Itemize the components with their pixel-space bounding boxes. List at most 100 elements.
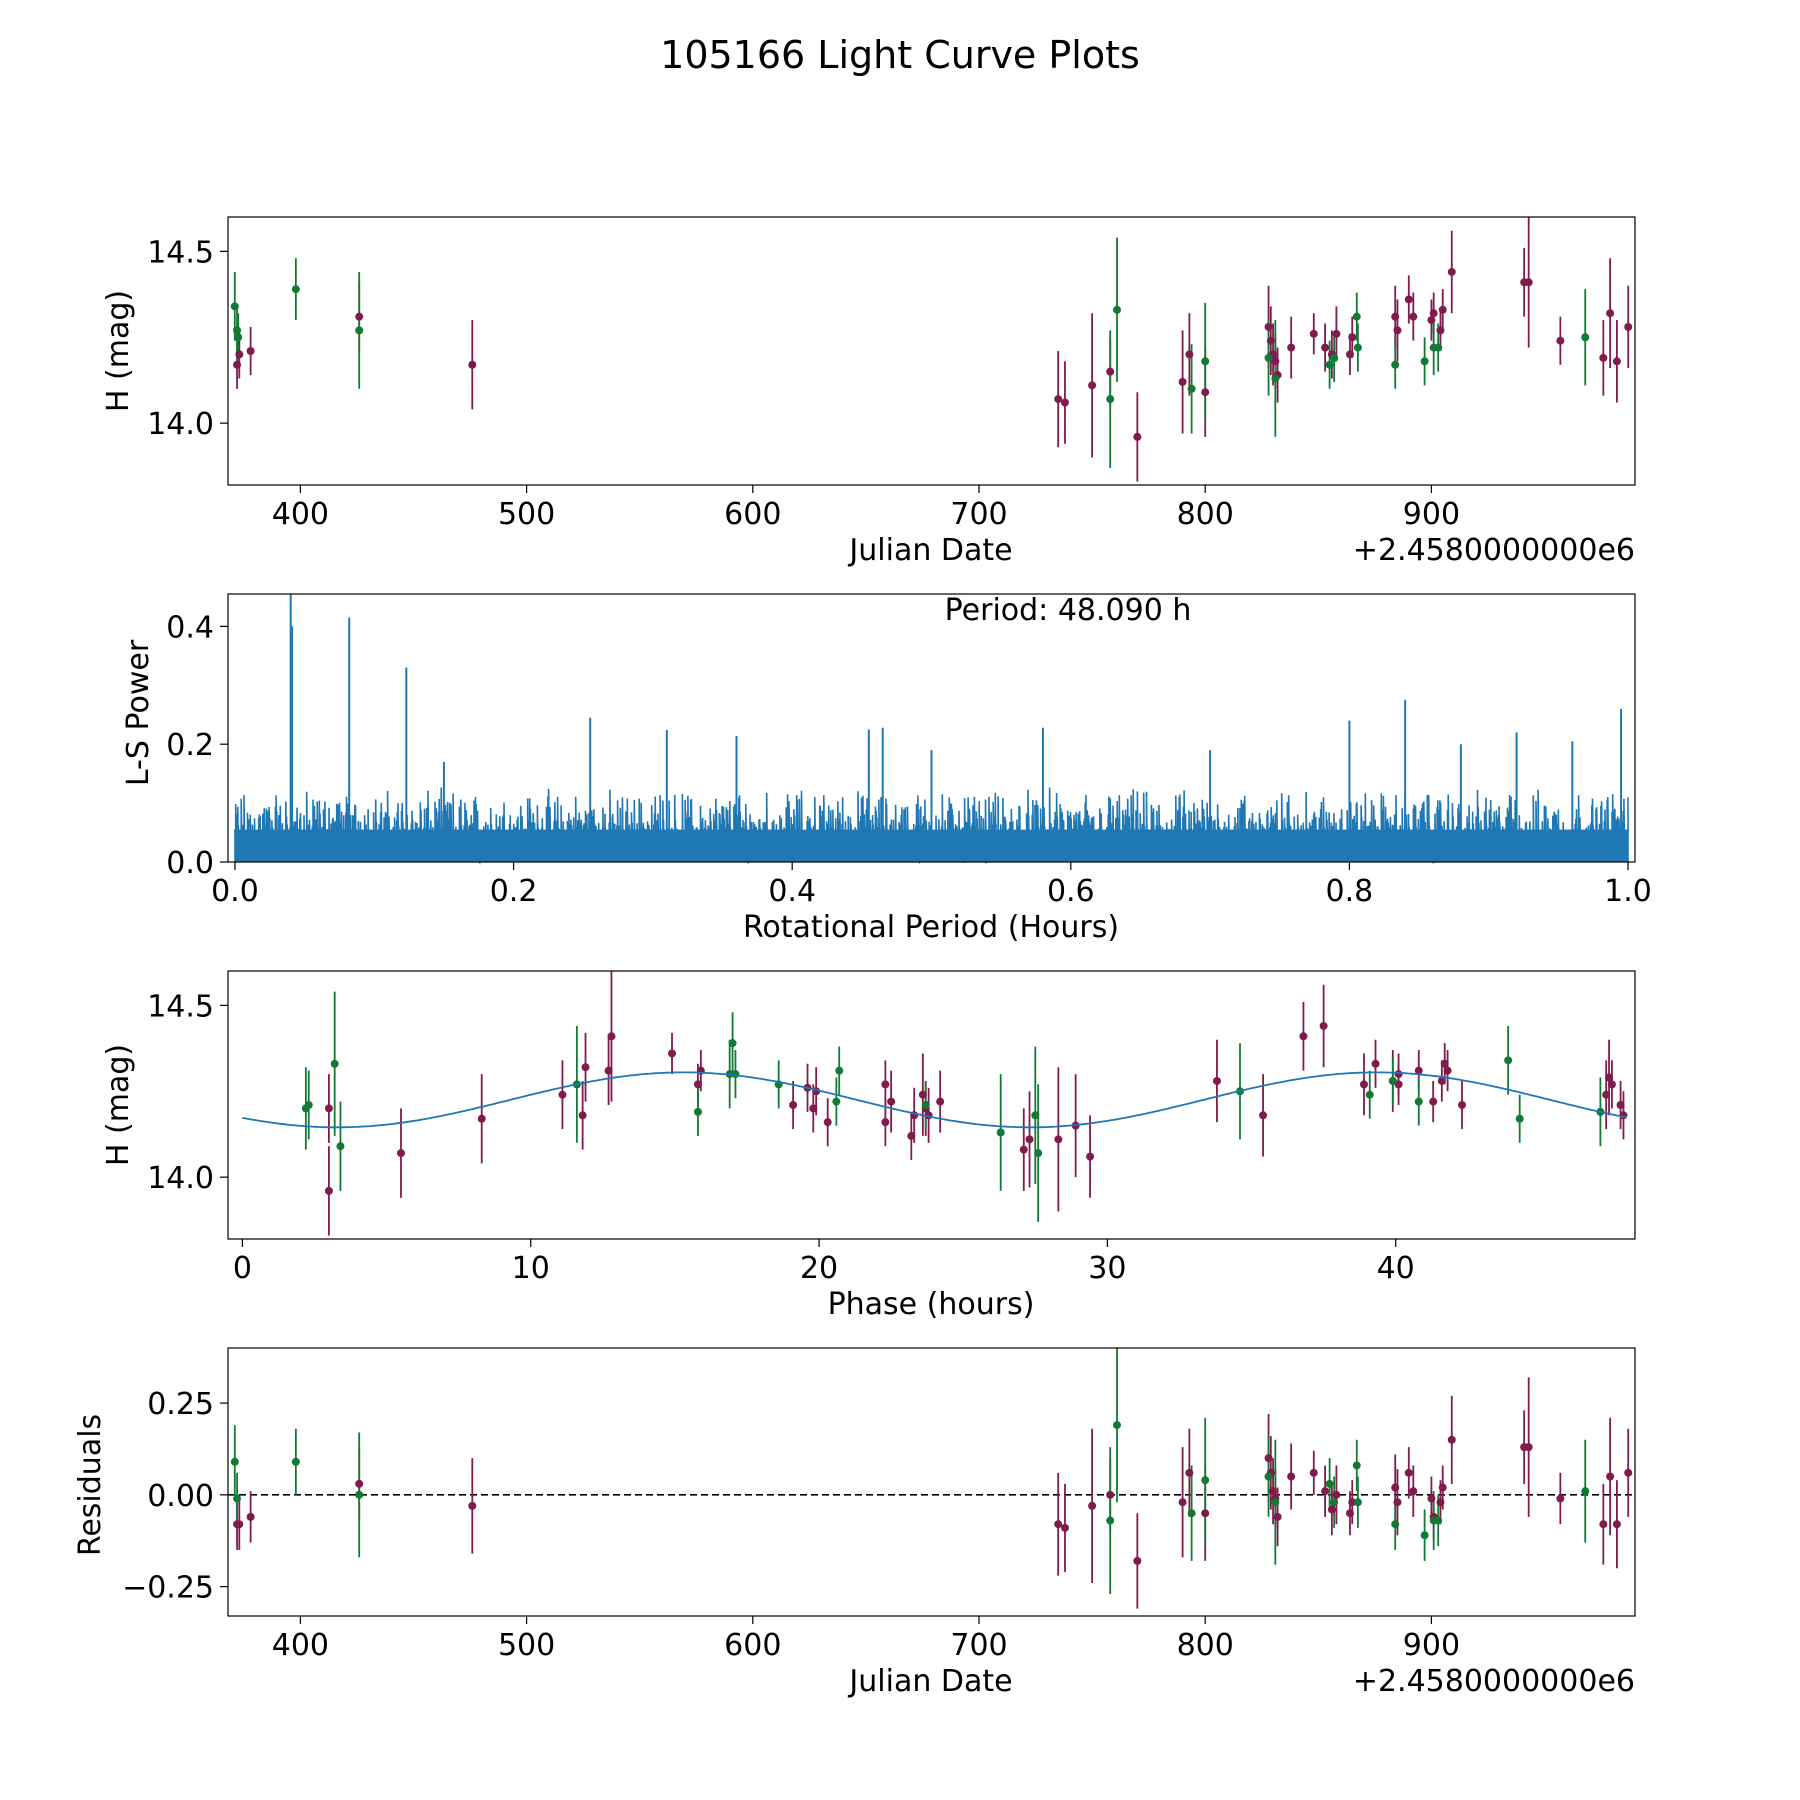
phased-point — [1619, 1111, 1628, 1120]
periodogram-ytick-label: 0.2 — [166, 728, 214, 763]
residuals-point — [1581, 1487, 1590, 1496]
residuals-point — [1325, 1479, 1334, 1488]
residuals-point — [1427, 1494, 1436, 1503]
lightcurve-point — [1106, 395, 1115, 404]
lightcurve-point — [233, 360, 242, 369]
lightcurve-point — [1321, 343, 1330, 352]
residuals-point — [1353, 1498, 1362, 1507]
lightcurve-point — [468, 360, 477, 369]
phased-point — [809, 1104, 818, 1113]
residuals-point — [1133, 1556, 1142, 1565]
residuals-axes: 400 500 600 700 800 900 0.25 0.00 −0.25 — [122, 1387, 1460, 1663]
phased-point — [1394, 1070, 1403, 1079]
lightcurve-point — [1345, 350, 1354, 359]
residuals-point — [291, 1457, 300, 1466]
lightcurve-point — [291, 285, 300, 294]
lightcurve-point — [1106, 367, 1115, 376]
phased-point — [1440, 1059, 1449, 1068]
residuals-point — [1187, 1509, 1196, 1518]
lightcurve-point — [1404, 295, 1413, 304]
lightcurve-point — [1391, 312, 1400, 321]
residuals-point — [1269, 1487, 1278, 1496]
lightcurve-xtick-label: 500 — [498, 497, 555, 532]
residuals-point — [1309, 1468, 1318, 1477]
lightcurve-ylabel: H (mag) — [101, 290, 136, 412]
residuals-point — [1106, 1516, 1115, 1525]
lightcurve-point — [355, 312, 364, 321]
phased-point — [330, 1059, 339, 1068]
lightcurve-point — [1325, 360, 1334, 369]
phased-point — [1504, 1056, 1513, 1065]
lightcurve-point — [355, 326, 364, 335]
residuals-x-offset: +2.4580000000e6 — [1353, 1664, 1635, 1699]
phased-point — [1388, 1076, 1397, 1085]
lightcurve-xtick-label: 800 — [1177, 497, 1234, 532]
phased-xtick-label: 10 — [512, 1251, 550, 1286]
periodogram-panel: 0.0 0.2 0.4 0.6 0.8 1.0 0.0 0.2 0.4 Period: 48.0… — [121, 593, 1652, 945]
lightcurve-point — [1054, 395, 1063, 404]
phased-ytick-label: 14.5 — [147, 989, 214, 1024]
residuals-ytick-label: 0.25 — [147, 1387, 214, 1422]
residuals-errorbars — [233, 1348, 1630, 1609]
lightcurve-xlabel: Julian Date — [847, 533, 1012, 568]
lightcurve-point — [1409, 312, 1418, 321]
lightcurve-xtick-label: 400 — [272, 497, 329, 532]
phased-point — [1086, 1152, 1095, 1161]
residuals-ytick-label: −0.25 — [122, 1571, 214, 1606]
phased-point — [881, 1118, 890, 1127]
phased-point — [887, 1097, 896, 1106]
lightcurve-point — [1133, 432, 1142, 441]
lightcurve-point — [1201, 357, 1210, 366]
residuals-xlabel: Julian Date — [847, 1664, 1012, 1699]
residuals-point — [1330, 1498, 1339, 1507]
lightcurve-points — [230, 267, 1633, 441]
phased-point — [1034, 1149, 1043, 1158]
residuals-point — [1264, 1472, 1273, 1481]
lightcurve-point — [1393, 326, 1402, 335]
phased-point — [1371, 1059, 1380, 1068]
residuals-point — [1271, 1498, 1280, 1507]
lightcurve-point — [1438, 305, 1447, 314]
lightcurve-xtick-label: 700 — [950, 497, 1007, 532]
lightcurve-ytick-label: 14.5 — [147, 235, 214, 270]
residuals-point — [1393, 1498, 1402, 1507]
phased-point — [728, 1039, 737, 1048]
periodogram-ytick-label: 0.0 — [166, 846, 214, 881]
periodogram-xtick-label: 0.4 — [768, 874, 816, 909]
lightcurve-point — [1429, 309, 1438, 318]
residuals-xtick-label: 600 — [724, 1628, 781, 1663]
residuals-point — [1606, 1472, 1615, 1481]
lightcurve-point — [1271, 374, 1280, 383]
residuals-point — [1327, 1505, 1336, 1514]
lightcurve-point — [1581, 333, 1590, 342]
phased-fit-curve — [242, 1071, 1627, 1129]
residuals-point — [1287, 1472, 1296, 1481]
phased-point — [1607, 1080, 1616, 1089]
lightcurve-ytick-label: 14.0 — [147, 407, 214, 442]
lightcurve-point — [1185, 350, 1194, 359]
phased-point — [1259, 1111, 1268, 1120]
lightcurve-axes: 400 500 600 700 800 900 14.0 14.5 — [147, 235, 1460, 532]
phased-panel: 0 10 20 30 40 14.0 14.5 Phase (hours) H (mag) — [101, 970, 1636, 1322]
residuals-points — [230, 1421, 1633, 1565]
phased-point — [1365, 1090, 1374, 1099]
lightcurve-point — [1271, 357, 1280, 366]
lightcurve-point — [230, 302, 239, 311]
lightcurve-point — [1353, 343, 1362, 352]
phased-point — [921, 1101, 930, 1109]
residuals-point — [468, 1501, 477, 1510]
lightcurve-point — [1606, 309, 1615, 318]
phased-axes: 0 10 20 30 40 14.0 14.5 — [147, 989, 1415, 1286]
lightcurve-point — [1332, 329, 1341, 338]
residuals-point — [1185, 1468, 1194, 1477]
residuals-point — [1352, 1461, 1361, 1470]
phased-errorbars — [304, 971, 1625, 1236]
phased-point — [1602, 1090, 1611, 1099]
residuals-point — [246, 1512, 255, 1521]
phased-point — [1359, 1080, 1368, 1089]
phased-point — [396, 1149, 405, 1158]
lightcurve-point — [1264, 353, 1273, 362]
lightcurve-point — [1556, 336, 1565, 345]
residuals-point — [1556, 1494, 1565, 1503]
lightcurve-point — [1427, 316, 1436, 325]
